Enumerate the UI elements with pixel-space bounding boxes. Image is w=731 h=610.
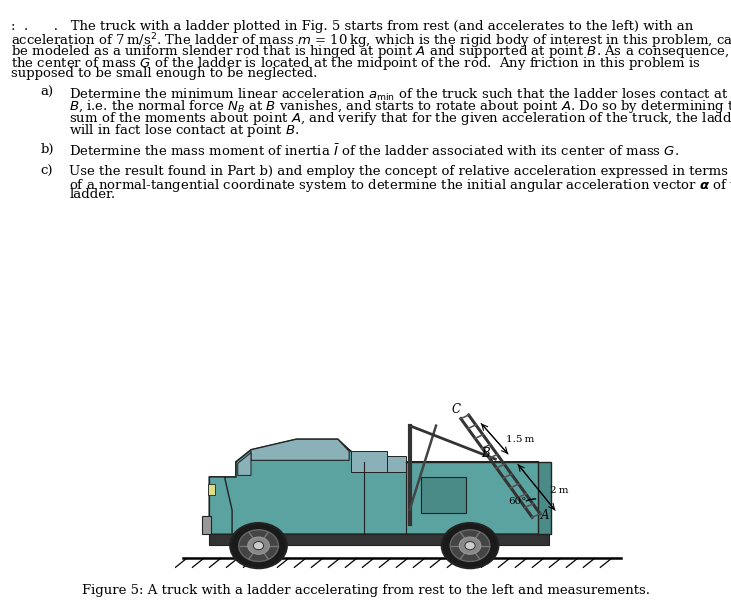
Bar (208, 484, 215, 495)
Circle shape (248, 537, 269, 554)
Text: a): a) (40, 86, 53, 99)
Polygon shape (209, 439, 550, 534)
Text: $B$, i.e. the normal force $N_B$ at $B$ vanishes, and starts to rotate about poi: $B$, i.e. the normal force $N_B$ at $B$ … (69, 98, 731, 115)
Text: A: A (541, 509, 549, 522)
Bar (421, 477, 466, 513)
Text: be modeled as a uniform slender rod that is hinged at point $A$ and supported at: be modeled as a uniform slender rod that… (11, 43, 730, 60)
Text: the center of mass $G$ of the ladder is located at the midpoint of the rod.  Any: the center of mass $G$ of the ladder is … (11, 55, 701, 72)
Polygon shape (351, 451, 387, 472)
Text: Figure 5: A truck with a ladder accelerating from rest to the left and measureme: Figure 5: A truck with a ladder accelera… (81, 584, 650, 597)
Polygon shape (238, 453, 251, 475)
Text: Determine the mass moment of inertia $\bar{I}$ of the ladder associated with its: Determine the mass moment of inertia $\b… (69, 143, 680, 159)
Circle shape (442, 523, 499, 569)
Text: sum of the moments about point $A$, and verify that for the given acceleration o: sum of the moments about point $A$, and … (69, 110, 731, 127)
Text: acceleration of 7 m/s$^2$. The ladder of mass $m$ = 10 kg, which is the rigid bo: acceleration of 7 m/s$^2$. The ladder of… (11, 31, 731, 51)
Text: c): c) (40, 165, 53, 178)
Circle shape (230, 523, 287, 569)
Text: 1.5 m: 1.5 m (507, 435, 535, 444)
Circle shape (459, 537, 481, 554)
Text: B: B (481, 447, 490, 460)
Text: b): b) (40, 143, 53, 156)
Text: C: C (452, 403, 461, 416)
Circle shape (239, 530, 279, 561)
Text: supposed to be small enough to be neglected.: supposed to be small enough to be neglec… (11, 67, 317, 80)
Bar (209, 534, 550, 545)
Circle shape (254, 542, 264, 550)
Polygon shape (209, 477, 232, 534)
Polygon shape (251, 439, 349, 461)
Circle shape (450, 530, 490, 561)
Text: will in fact lose contact at point $B$.: will in fact lose contact at point $B$. (69, 122, 300, 139)
Bar (387, 456, 406, 472)
Text: Use the result found in Part b) and employ the concept of relative acceleration : Use the result found in Part b) and empl… (69, 165, 728, 178)
Text: ladder.: ladder. (69, 188, 115, 201)
Bar (538, 462, 551, 534)
Text: :  .      .   The truck with a ladder plotted in Fig. 5 starts from rest (and ac: : . . The truck with a ladder plotted in… (11, 20, 693, 32)
Text: Determine the minimum linear acceleration $a_\mathrm{min}$ of the truck such tha: Determine the minimum linear acceleratio… (69, 86, 731, 103)
Text: 60°: 60° (508, 497, 526, 506)
Bar (202, 516, 211, 534)
Text: of a normal-tangential coordinate system to determine the initial angular accele: of a normal-tangential coordinate system… (69, 176, 731, 193)
Circle shape (465, 542, 475, 550)
Text: 2 m: 2 m (550, 486, 569, 495)
